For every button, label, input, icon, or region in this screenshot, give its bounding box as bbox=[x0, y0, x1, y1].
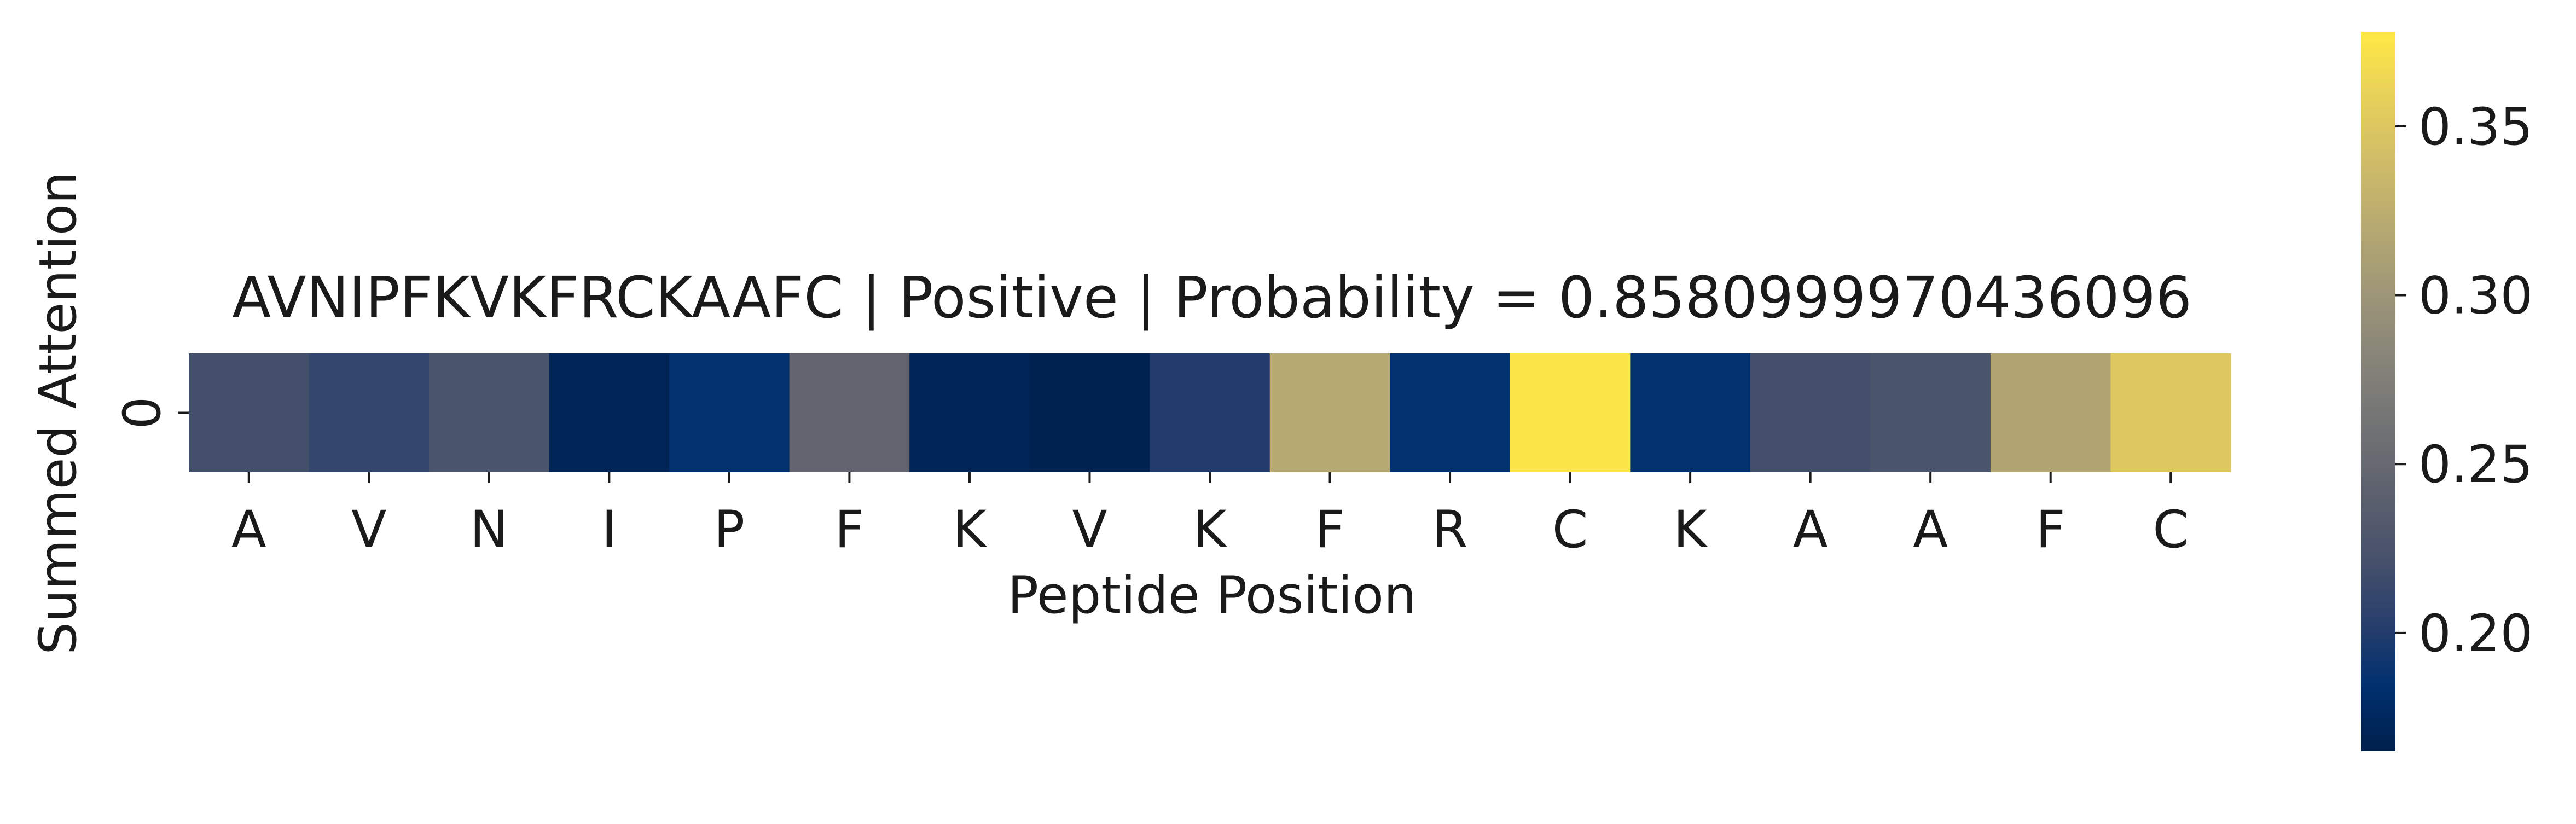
heatmap-cell bbox=[1750, 353, 1871, 472]
heatmap-cell bbox=[1990, 353, 2111, 472]
x-tick-label: A bbox=[1913, 500, 1948, 560]
colorbar-tick-label: 0.35 bbox=[2418, 97, 2533, 157]
x-tick-label: K bbox=[1673, 500, 1708, 560]
x-tick-label: F bbox=[834, 500, 864, 560]
x-tick-label: I bbox=[601, 500, 617, 560]
heatmap-cell bbox=[789, 353, 910, 472]
x-tick-label: A bbox=[231, 500, 266, 560]
x-tick-label: R bbox=[1432, 500, 1467, 560]
heatmap-cell bbox=[669, 353, 790, 472]
heatmap-cell bbox=[1390, 353, 1511, 472]
heatmap-cell bbox=[2110, 353, 2231, 472]
x-tick-label: P bbox=[714, 500, 745, 560]
x-tick-label: A bbox=[1792, 500, 1827, 560]
heatmap-cell bbox=[1510, 353, 1631, 472]
x-tick-label: N bbox=[470, 500, 508, 560]
heatmap-cell bbox=[1870, 353, 1991, 472]
heatmap-cell bbox=[1269, 353, 1390, 472]
heatmap-cell bbox=[429, 353, 550, 472]
colorbar-tick-label: 0.20 bbox=[2418, 604, 2533, 664]
heatmap-cell bbox=[1150, 353, 1270, 472]
colorbar: 0.20 0.25 0.30 0.35 bbox=[2361, 32, 2533, 751]
x-tick-label: K bbox=[953, 500, 988, 560]
x-axis-label: Peptide Position bbox=[1007, 566, 1416, 625]
heatmap-cell bbox=[549, 353, 670, 472]
heatmap-cell bbox=[1630, 353, 1751, 472]
x-tick-label: V bbox=[351, 500, 386, 560]
y-axis-label: Summed Attention bbox=[28, 171, 88, 655]
heatmap-cell bbox=[309, 353, 430, 472]
heatmap-cells bbox=[189, 353, 2231, 472]
x-tick-label: K bbox=[1193, 500, 1228, 560]
colorbar-ticks: 0.20 0.25 0.30 0.35 bbox=[2395, 97, 2533, 664]
y-axis-ticks: 0 bbox=[113, 397, 189, 430]
x-tick-label: F bbox=[2036, 500, 2066, 560]
colorbar-gradient bbox=[2361, 32, 2395, 751]
y-tick-label: 0 bbox=[113, 397, 172, 430]
heatmap-cell bbox=[189, 353, 310, 472]
x-tick-label: F bbox=[1315, 500, 1344, 560]
chart-title: AVNIPFKVKFRCKAAFC | Positive | Probabili… bbox=[232, 264, 2192, 331]
colorbar-tick-label: 0.25 bbox=[2418, 435, 2533, 495]
colorbar-tick-label: 0.30 bbox=[2418, 266, 2533, 326]
x-tick-label: V bbox=[1072, 500, 1107, 560]
heatmap-cell bbox=[1029, 353, 1150, 472]
x-tick-label: C bbox=[1552, 500, 1588, 560]
x-tick-label: C bbox=[2153, 500, 2189, 560]
heatmap-cell bbox=[909, 353, 1030, 472]
